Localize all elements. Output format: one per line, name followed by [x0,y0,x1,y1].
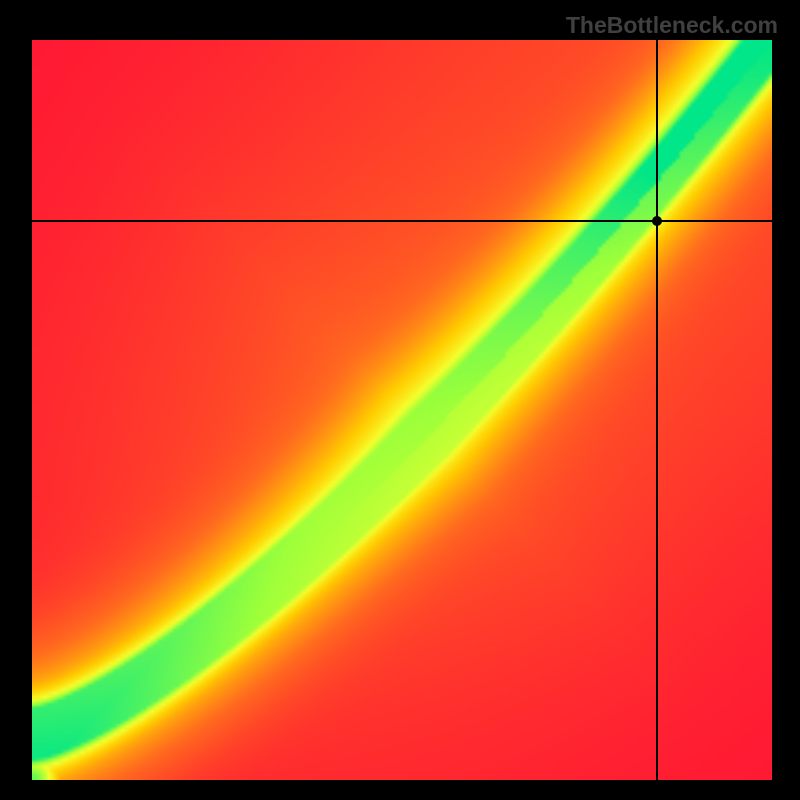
heatmap-plot-area [32,40,772,780]
crosshair-vertical-line [656,40,658,780]
heatmap-canvas [32,40,772,780]
watermark-text: TheBottleneck.com [566,12,778,39]
